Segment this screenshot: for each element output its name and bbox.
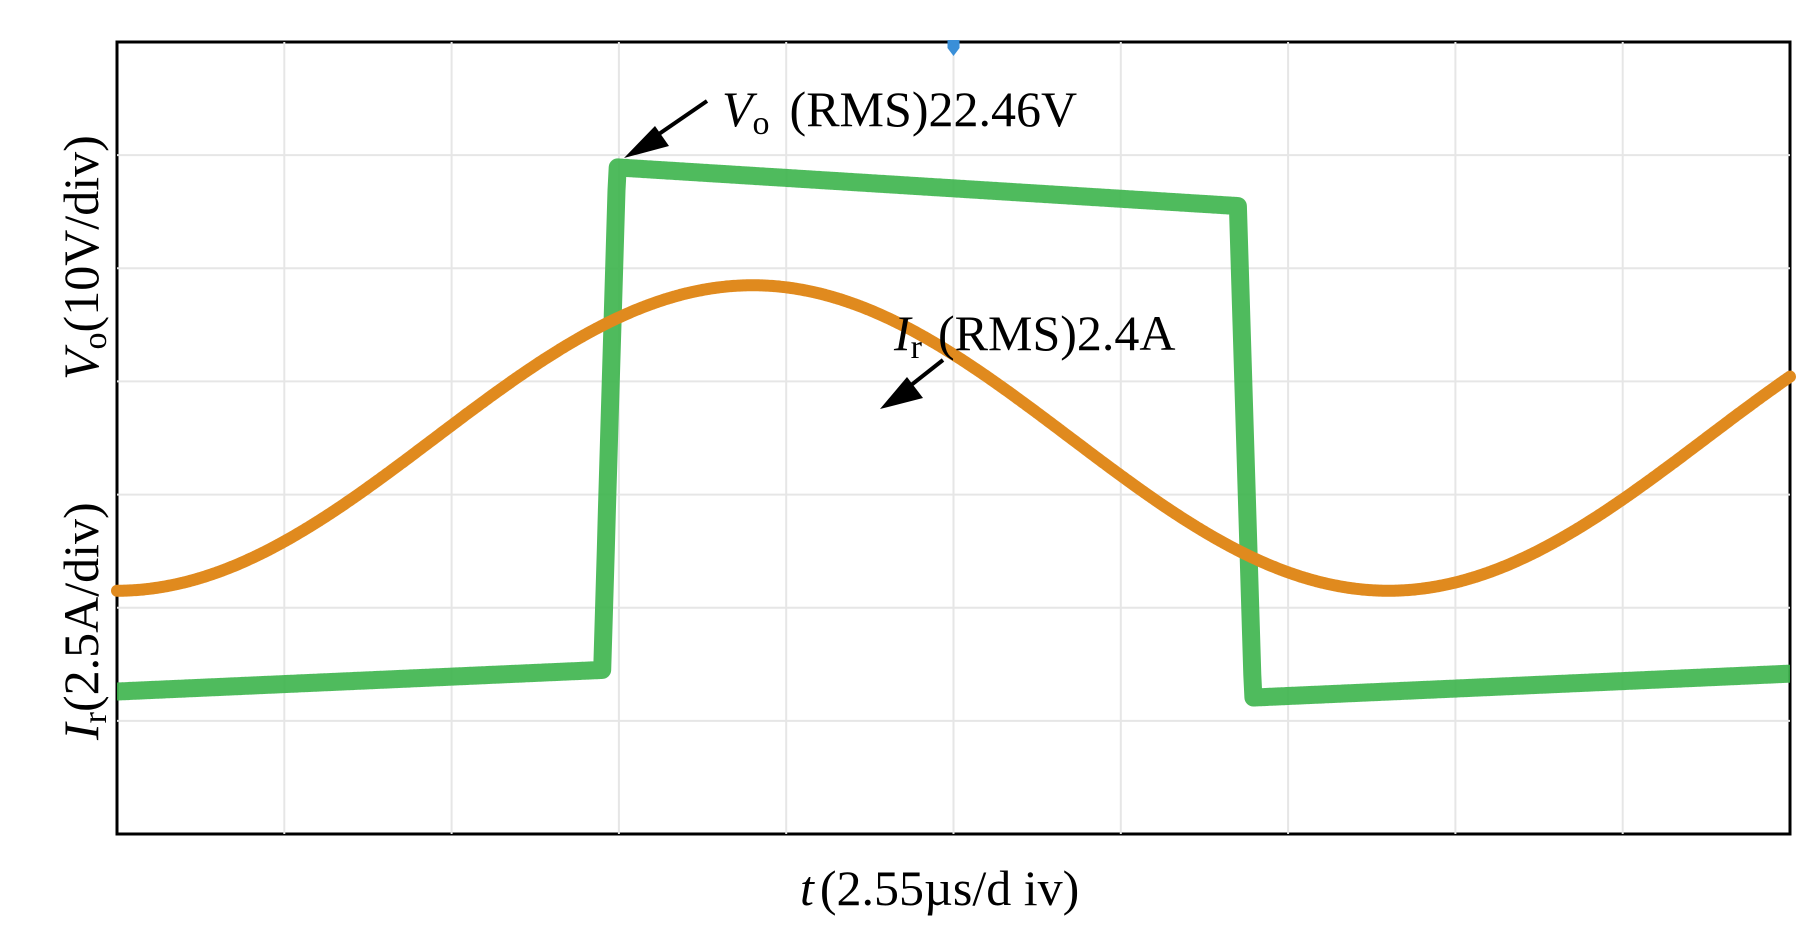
svg-text:Ir(RMS)2.4A: Ir (RMS)2.4A (893, 305, 1176, 366)
x-label-text: (2.55µs/d iv) (820, 860, 1079, 916)
vo-annotation-text: (RMS)22.46V (790, 81, 1078, 137)
waveform-traces (109, 158, 1798, 707)
y-label-vo-symbol: V (53, 344, 109, 380)
vo-arrow-head (624, 126, 669, 158)
y-label-ir-text: (2.5A/div) (53, 502, 109, 712)
ir-annotation-text: (RMS)2.4A (938, 305, 1176, 361)
y-axis-label-vo: Vo(10V/div) (53, 135, 114, 380)
x-label-symbol: t (800, 860, 815, 916)
trigger-marker-icon (947, 40, 960, 56)
y-label-ir-sub: r (77, 711, 114, 723)
ir-annotation-sub: r (911, 329, 923, 366)
ir-trace (111, 279, 1796, 597)
y-label-ir-symbol: I (53, 721, 109, 741)
y-axis-label-ir: Ir(2.5A/div) (53, 502, 114, 741)
x-axis-label: t (2.55µs/d iv) (800, 860, 1079, 916)
y-label-vo-text: (10V/div) (53, 135, 109, 332)
vo-annotation-sub: o (753, 105, 770, 142)
y-label-vo-sub: o (77, 332, 114, 349)
ir-annotation: Ir (RMS)2.4A (880, 305, 1176, 409)
ir-annotation-symbol: I (893, 305, 913, 361)
svg-text:Vo(RMS)22.46V: Vo (RMS)22.46V (722, 81, 1077, 142)
ir-arrow-head (880, 377, 923, 409)
vo-annotation: Vo (RMS)22.46V (624, 81, 1077, 158)
vo-annotation-symbol: V (722, 81, 758, 137)
vo-trace (109, 158, 1798, 707)
